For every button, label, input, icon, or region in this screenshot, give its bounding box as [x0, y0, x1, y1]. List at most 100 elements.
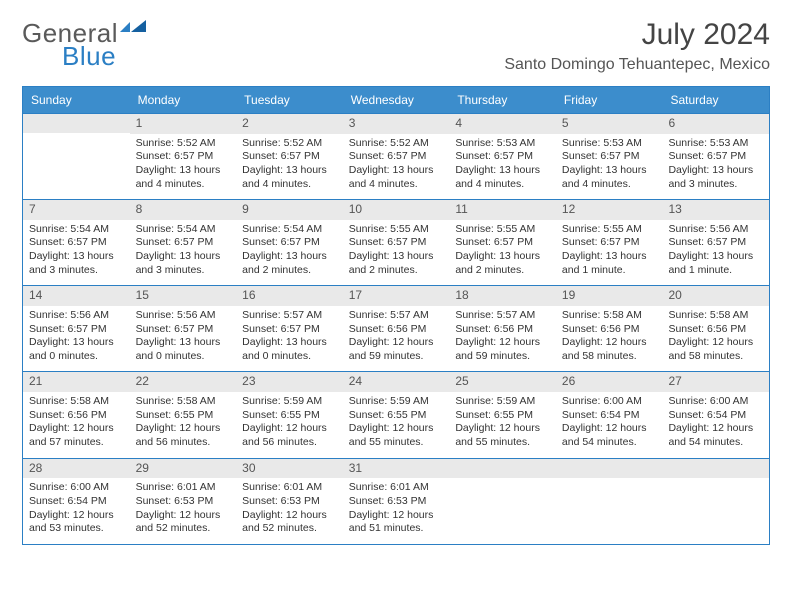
daylight-line: Daylight: 12 hours and 55 minutes. [455, 422, 550, 449]
sunrise-line: Sunrise: 5:57 AM [242, 309, 337, 323]
daylight-line: Daylight: 13 hours and 1 minute. [668, 250, 763, 277]
day-cell: 6Sunrise: 5:53 AMSunset: 6:57 PMDaylight… [662, 114, 769, 199]
day-body: Sunrise: 5:55 AMSunset: 6:57 PMDaylight:… [343, 220, 450, 286]
sunrise-line: Sunrise: 5:56 AM [668, 223, 763, 237]
daylight-line: Daylight: 13 hours and 4 minutes. [349, 164, 444, 191]
sunrise-line: Sunrise: 5:58 AM [29, 395, 124, 409]
sunset-line: Sunset: 6:57 PM [29, 236, 124, 250]
day-number: 13 [662, 200, 769, 220]
sunrise-line: Sunrise: 5:55 AM [455, 223, 550, 237]
day-body: Sunrise: 5:57 AMSunset: 6:56 PMDaylight:… [343, 306, 450, 372]
day-body: Sunrise: 5:59 AMSunset: 6:55 PMDaylight:… [449, 392, 556, 458]
calendar-body: 1Sunrise: 5:52 AMSunset: 6:57 PMDaylight… [23, 113, 769, 544]
day-number: 29 [130, 459, 237, 479]
day-number: 30 [236, 459, 343, 479]
empty-day-header [556, 459, 663, 478]
daylight-line: Daylight: 13 hours and 3 minutes. [29, 250, 124, 277]
empty-day-header [23, 114, 130, 133]
sunset-line: Sunset: 6:57 PM [668, 150, 763, 164]
sunrise-line: Sunrise: 6:00 AM [29, 481, 124, 495]
day-cell: 28Sunrise: 6:00 AMSunset: 6:54 PMDayligh… [23, 459, 130, 544]
sunset-line: Sunset: 6:57 PM [242, 236, 337, 250]
empty-day-header [449, 459, 556, 478]
day-cell: 19Sunrise: 5:58 AMSunset: 6:56 PMDayligh… [556, 286, 663, 371]
sunrise-line: Sunrise: 5:54 AM [136, 223, 231, 237]
day-body: Sunrise: 5:59 AMSunset: 6:55 PMDaylight:… [236, 392, 343, 458]
daylight-line: Daylight: 13 hours and 2 minutes. [349, 250, 444, 277]
sunrise-line: Sunrise: 6:01 AM [349, 481, 444, 495]
day-cell: 14Sunrise: 5:56 AMSunset: 6:57 PMDayligh… [23, 286, 130, 371]
sunset-line: Sunset: 6:57 PM [349, 150, 444, 164]
sunset-line: Sunset: 6:57 PM [562, 236, 657, 250]
day-cell: 1Sunrise: 5:52 AMSunset: 6:57 PMDaylight… [130, 114, 237, 199]
daylight-line: Daylight: 12 hours and 54 minutes. [562, 422, 657, 449]
day-body: Sunrise: 5:57 AMSunset: 6:57 PMDaylight:… [236, 306, 343, 372]
day-body: Sunrise: 5:56 AMSunset: 6:57 PMDaylight:… [23, 306, 130, 372]
sunrise-line: Sunrise: 5:53 AM [455, 137, 550, 151]
day-cell: 21Sunrise: 5:58 AMSunset: 6:56 PMDayligh… [23, 372, 130, 457]
daylight-line: Daylight: 13 hours and 0 minutes. [136, 336, 231, 363]
day-cell: 3Sunrise: 5:52 AMSunset: 6:57 PMDaylight… [343, 114, 450, 199]
daylight-line: Daylight: 12 hours and 59 minutes. [349, 336, 444, 363]
day-number: 2 [236, 114, 343, 134]
day-cell: 29Sunrise: 6:01 AMSunset: 6:53 PMDayligh… [130, 459, 237, 544]
day-body: Sunrise: 5:52 AMSunset: 6:57 PMDaylight:… [130, 134, 237, 200]
day-cell: 15 Sunrise: 5:56 AMSunset: 6:57 PMDayligh… [130, 286, 237, 371]
sunrise-line: Sunrise: 5:57 AM [455, 309, 550, 323]
sunset-line: Sunset: 6:55 PM [455, 409, 550, 423]
sunset-line: Sunset: 6:57 PM [29, 323, 124, 337]
sunset-line: Sunset: 6:57 PM [562, 150, 657, 164]
day-number: 4 [449, 114, 556, 134]
sunrise-line: Sunrise: 5:56 AM [136, 309, 231, 323]
day-body: Sunrise: 5:58 AMSunset: 6:56 PMDaylight:… [23, 392, 130, 458]
sunset-line: Sunset: 6:57 PM [242, 150, 337, 164]
sunrise-line: Sunrise: 5:53 AM [562, 137, 657, 151]
sunset-line: Sunset: 6:57 PM [455, 236, 550, 250]
day-number: 27 [662, 372, 769, 392]
day-body: Sunrise: 6:00 AMSunset: 6:54 PMDaylight:… [23, 478, 130, 544]
sunrise-line: Sunrise: 6:01 AM [136, 481, 231, 495]
sunrise-line: Sunrise: 5:59 AM [242, 395, 337, 409]
weekday-header-row: SundayMondayTuesdayWednesdayThursdayFrid… [23, 87, 769, 113]
sunrise-line: Sunrise: 6:00 AM [668, 395, 763, 409]
day-number: 25 [449, 372, 556, 392]
day-cell [556, 459, 663, 544]
sunrise-line: Sunrise: 5:52 AM [242, 137, 337, 151]
day-number: 15 [130, 286, 237, 306]
day-body: Sunrise: 5:58 AMSunset: 6:56 PMDaylight:… [556, 306, 663, 372]
daylight-line: Daylight: 12 hours and 58 minutes. [562, 336, 657, 363]
day-body: Sunrise: 5:52 AMSunset: 6:57 PMDaylight:… [343, 134, 450, 200]
sunset-line: Sunset: 6:57 PM [136, 323, 231, 337]
day-body: Sunrise: 5:55 AMSunset: 6:57 PMDaylight:… [556, 220, 663, 286]
sunset-line: Sunset: 6:56 PM [29, 409, 124, 423]
day-cell [662, 459, 769, 544]
day-cell: 31Sunrise: 6:01 AMSunset: 6:53 PMDayligh… [343, 459, 450, 544]
sunrise-line: Sunrise: 5:59 AM [349, 395, 444, 409]
day-body: Sunrise: 5:54 AMSunset: 6:57 PMDaylight:… [236, 220, 343, 286]
weekday-header: Sunday [23, 87, 130, 113]
day-number: 21 [23, 372, 130, 392]
sunrise-line: Sunrise: 5:54 AM [242, 223, 337, 237]
title-block: July 2024 Santo Domingo Tehuantepec, Mex… [504, 18, 770, 74]
day-body: Sunrise: 5:57 AMSunset: 6:56 PMDaylight:… [449, 306, 556, 372]
sunset-line: Sunset: 6:57 PM [455, 150, 550, 164]
sunrise-line: Sunrise: 5:57 AM [349, 309, 444, 323]
sunset-line: Sunset: 6:56 PM [668, 323, 763, 337]
sunset-line: Sunset: 6:57 PM [668, 236, 763, 250]
day-cell: 24Sunrise: 5:59 AMSunset: 6:55 PMDayligh… [343, 372, 450, 457]
sunset-line: Sunset: 6:53 PM [136, 495, 231, 509]
day-cell: 16Sunrise: 5:57 AMSunset: 6:57 PMDayligh… [236, 286, 343, 371]
sunset-line: Sunset: 6:54 PM [562, 409, 657, 423]
sunrise-line: Sunrise: 6:01 AM [242, 481, 337, 495]
sunrise-line: Sunrise: 5:58 AM [136, 395, 231, 409]
sunset-line: Sunset: 6:55 PM [349, 409, 444, 423]
day-number: 1 [130, 114, 237, 134]
day-number: 14 [23, 286, 130, 306]
sunset-line: Sunset: 6:53 PM [242, 495, 337, 509]
day-cell: 9Sunrise: 5:54 AMSunset: 6:57 PMDaylight… [236, 200, 343, 285]
daylight-line: Daylight: 12 hours and 51 minutes. [349, 509, 444, 536]
daylight-line: Daylight: 12 hours and 58 minutes. [668, 336, 763, 363]
daylight-line: Daylight: 12 hours and 54 minutes. [668, 422, 763, 449]
sunset-line: Sunset: 6:56 PM [349, 323, 444, 337]
day-number: 19 [556, 286, 663, 306]
